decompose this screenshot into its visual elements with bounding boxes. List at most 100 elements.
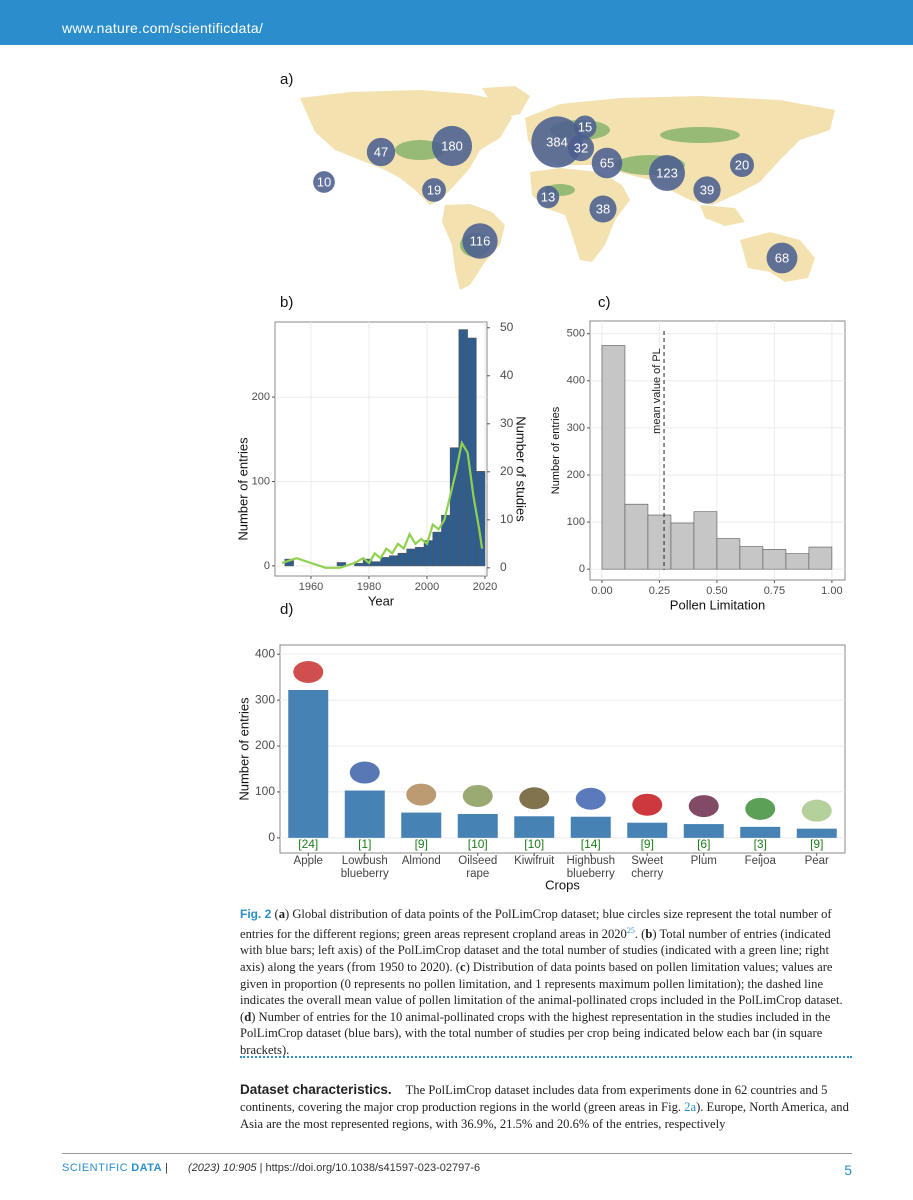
bubble-label: 32: [574, 140, 588, 155]
bar: [288, 689, 329, 838]
figure-link[interactable]: 2a: [684, 1100, 697, 1114]
y-tick-label: 200: [255, 738, 275, 752]
x-tick-label: Pear: [804, 855, 829, 867]
bubble: [422, 178, 446, 202]
histogram-bar: [624, 503, 649, 570]
histogram-bar: [423, 540, 434, 567]
fruit-icon: [688, 795, 719, 818]
histogram-bar: [785, 553, 810, 570]
fruit-icon: [349, 761, 380, 784]
caption-text: b: [645, 926, 653, 941]
bar: [514, 816, 555, 838]
studies-label: [24]: [298, 837, 318, 851]
bubble: [591, 147, 623, 179]
studies-label: [9]: [641, 837, 654, 851]
histogram-bar: [808, 546, 833, 570]
x-tick-label: Oilseed rape: [458, 855, 498, 880]
y-tick-label: 0: [268, 830, 275, 844]
y-tick-label: 0: [264, 560, 270, 572]
header-url[interactable]: www.nature.com/scientificdata/: [62, 20, 264, 36]
x-tick-label: Highbush blueberry: [566, 855, 616, 880]
bubble-label: 180: [441, 138, 463, 153]
bubble-label: 20: [735, 157, 749, 172]
bar: [683, 824, 724, 838]
bubble: [729, 152, 755, 178]
fruit-icon: [632, 793, 663, 816]
y2-tick-label: 10: [500, 512, 514, 526]
bubble-label: 38: [596, 201, 610, 216]
histogram-bar: [388, 555, 399, 567]
x-tick-label: Feijoa: [744, 855, 776, 867]
figure: a) 47 180 10 19 116 384 15 32 65 123 20 39 13 38 68 b) 0 1…: [235, 71, 846, 892]
caption-text: . (: [634, 926, 646, 941]
citation: (2023) 10:905: [188, 1162, 257, 1174]
y-tick-label: 400: [567, 375, 585, 387]
bubble-label: 10: [317, 174, 331, 189]
bubble: [693, 176, 721, 204]
histogram-bar: [397, 552, 407, 567]
y-tick-label: 0: [579, 563, 585, 575]
x-tick-label: 0.50: [706, 585, 727, 597]
figure-caption: Fig. 2 (a) Global distribution of data p…: [240, 906, 852, 1059]
histogram-bar: [432, 531, 442, 567]
panel-label: c): [598, 294, 611, 311]
bar: [796, 828, 837, 838]
separator: [240, 1056, 852, 1058]
bar: [740, 826, 781, 838]
histogram-bar: [601, 345, 626, 570]
footer-rule: [62, 1153, 852, 1154]
mean-annotation: mean value of PL: [651, 348, 663, 434]
x-tick-label: 0.75: [764, 585, 785, 597]
caption-text: ) Distribution of data points based on p…: [240, 959, 843, 1024]
histogram-bar: [415, 547, 425, 567]
y-tick-label: 200: [567, 469, 585, 481]
y-tick-label: 100: [252, 475, 270, 487]
x-axis-title: Pollen Limitation: [670, 597, 765, 612]
studies-label: [9]: [415, 837, 428, 851]
panel-label: a): [280, 71, 293, 88]
bubble-label: 384: [546, 134, 568, 149]
studies-label: [10]: [524, 837, 544, 851]
y-tick-label: 100: [567, 516, 585, 528]
x-tick-label: Apple: [293, 855, 323, 867]
bubble: [589, 195, 617, 223]
histogram-bar: [467, 337, 477, 567]
x-tick-label: Plum: [690, 855, 717, 867]
land: [482, 86, 530, 118]
world-map: [300, 86, 835, 290]
studies-label: [3]: [754, 837, 767, 851]
histogram-bar: [380, 557, 390, 567]
fruit-icon: [575, 787, 606, 810]
x-tick-label: 0.25: [649, 585, 670, 597]
land: [525, 96, 835, 205]
bubble: [536, 185, 560, 209]
y-tick-label: 500: [567, 328, 585, 340]
bar: [344, 790, 385, 838]
page-number: 5: [844, 1162, 852, 1178]
y2-tick-label: 30: [500, 416, 514, 430]
fruit-icon: [293, 660, 324, 683]
panel-label: d): [280, 601, 293, 618]
histogram-bar: [670, 522, 695, 570]
header-bar: www.nature.com/scientificdata/: [0, 0, 913, 45]
panel-label: b): [280, 294, 293, 311]
fruit-icon: [745, 797, 776, 820]
land: [700, 205, 745, 226]
bubble-label: 123: [656, 165, 678, 180]
y-axis-title: Number of entries: [550, 406, 562, 494]
bubble-label: 19: [427, 182, 441, 197]
histogram-bar: [762, 549, 787, 570]
section-heading: Dataset characteristics.: [240, 1082, 392, 1097]
caption-label: Fig. 2: [240, 907, 272, 921]
fruit-icon: [519, 787, 550, 810]
x-tick-label: 1980: [357, 581, 381, 593]
x-tick-label: 0.00: [591, 585, 612, 597]
caption-text: c: [460, 959, 466, 974]
caption-ref[interactable]: 25: [626, 925, 635, 935]
studies-label: [9]: [810, 837, 823, 851]
doi[interactable]: | https://doi.org/10.1038/s41597-023-027…: [259, 1162, 481, 1174]
y-tick-label: 100: [255, 784, 275, 798]
bubble-label: 116: [470, 233, 491, 248]
y2-tick-label: 0: [500, 560, 507, 574]
studies-label: [6]: [697, 837, 710, 851]
